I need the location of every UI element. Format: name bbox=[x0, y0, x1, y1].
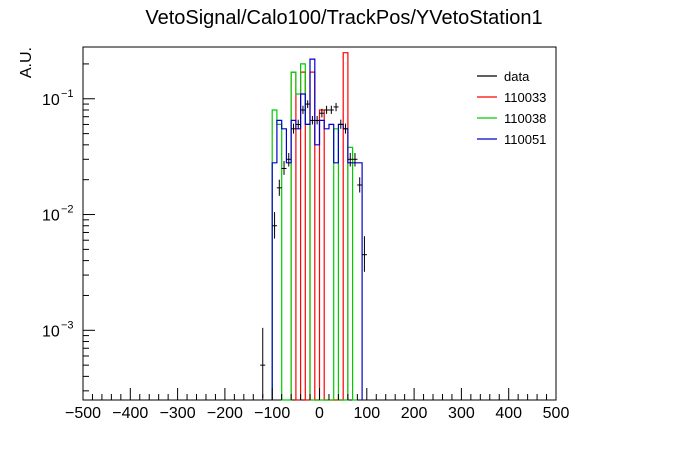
y-tick-label: 10 bbox=[42, 323, 60, 340]
x-tick-label: −400 bbox=[112, 405, 148, 422]
y-tick-label-exponent: −1 bbox=[61, 88, 74, 100]
legend-label-110051: 110051 bbox=[504, 132, 546, 147]
y-axis-label: A.U. bbox=[18, 47, 35, 78]
legend-label-110033: 110033 bbox=[504, 90, 546, 105]
x-tick-label: −200 bbox=[207, 405, 243, 422]
y-tick-label-exponent: −3 bbox=[61, 319, 74, 331]
y-tick-label: 10 bbox=[42, 208, 60, 225]
legend-label-data: data bbox=[504, 69, 530, 84]
y-tick-label-exponent: −2 bbox=[61, 204, 74, 216]
legend-label-110038: 110038 bbox=[504, 111, 546, 126]
x-tick-label: 0 bbox=[315, 405, 324, 422]
x-tick-label: 100 bbox=[353, 405, 380, 422]
series-layer bbox=[260, 52, 367, 401]
x-tick-label: −300 bbox=[160, 405, 196, 422]
x-tick-label: 300 bbox=[448, 405, 475, 422]
series-110033-histogram bbox=[290, 52, 349, 401]
x-tick-label: −500 bbox=[65, 405, 101, 422]
x-tick-label: 500 bbox=[543, 405, 570, 422]
legend: data 110033 110038 110051 bbox=[477, 69, 546, 147]
x-tick-label: 400 bbox=[495, 405, 522, 422]
series-data-points bbox=[260, 100, 367, 399]
x-tick-label: 200 bbox=[401, 405, 428, 422]
series-110051-histogram bbox=[271, 58, 363, 400]
x-tick-label: −100 bbox=[254, 405, 290, 422]
y-tick-label: 10 bbox=[42, 92, 60, 109]
chart-title: VetoSignal/Calo100/TrackPos/YVetoStation… bbox=[145, 7, 542, 29]
